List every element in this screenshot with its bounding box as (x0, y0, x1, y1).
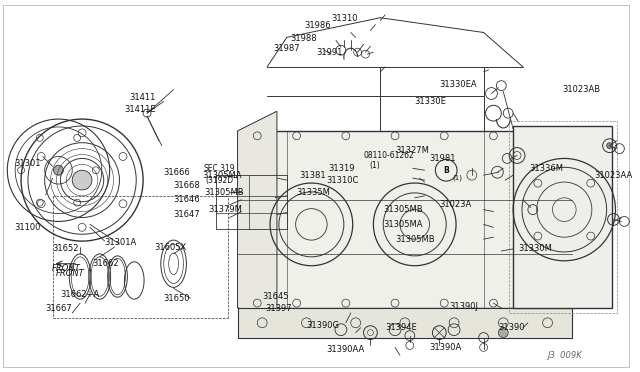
Text: 31605X: 31605X (154, 243, 186, 251)
Polygon shape (237, 308, 572, 337)
Text: (1): (1) (369, 161, 380, 170)
Text: 31390G: 31390G (307, 321, 339, 330)
Text: 31023AB: 31023AB (563, 85, 600, 94)
Text: 31981: 31981 (429, 154, 456, 163)
Text: FRONT: FRONT (52, 264, 81, 273)
Text: 08110-61262: 08110-61262 (364, 151, 414, 160)
Text: 31335M: 31335M (296, 188, 330, 198)
Text: 31319: 31319 (328, 164, 355, 173)
Text: 31023AA: 31023AA (594, 171, 632, 180)
Text: 31301A: 31301A (105, 238, 137, 247)
Polygon shape (237, 111, 277, 313)
Text: 31411E: 31411E (124, 105, 156, 114)
Text: 31327M: 31327M (395, 146, 429, 155)
Circle shape (499, 328, 508, 337)
Text: 31647: 31647 (173, 210, 200, 219)
Text: 31662+A: 31662+A (60, 290, 100, 299)
Text: 31305MB: 31305MB (383, 205, 423, 214)
Text: 31390J: 31390J (449, 302, 478, 311)
Text: 31023A: 31023A (439, 200, 472, 209)
Text: 31305MA: 31305MA (383, 220, 423, 229)
Text: 31988: 31988 (291, 34, 317, 43)
Circle shape (72, 170, 92, 190)
Text: (1): (1) (452, 175, 462, 182)
Text: 31379M: 31379M (208, 205, 242, 214)
Text: SEC.319: SEC.319 (203, 164, 235, 173)
Text: 31987: 31987 (273, 44, 300, 53)
Bar (513, 126, 612, 308)
Text: 31381: 31381 (300, 171, 326, 180)
Text: 31305MB: 31305MB (204, 188, 244, 198)
Circle shape (607, 143, 612, 148)
Text: 31305MA: 31305MA (202, 171, 242, 180)
Text: 31397: 31397 (265, 304, 292, 312)
Text: 31336M: 31336M (529, 164, 563, 173)
Text: (3192D: (3192D (205, 176, 233, 185)
Text: 31991: 31991 (316, 48, 342, 57)
Text: 31330M: 31330M (518, 244, 552, 253)
Text: 31652: 31652 (52, 244, 79, 253)
Text: 31305MB: 31305MB (395, 235, 435, 244)
Text: 31666: 31666 (164, 168, 191, 177)
Text: 31667: 31667 (45, 304, 72, 312)
Text: 31310: 31310 (331, 14, 358, 23)
Text: 31390AA: 31390AA (326, 345, 364, 354)
Text: 31662: 31662 (92, 259, 118, 268)
Text: B: B (444, 166, 449, 175)
Text: 31646: 31646 (173, 195, 200, 204)
Text: 31394E: 31394E (385, 323, 417, 332)
Bar (509, 121, 618, 313)
Text: J3  009K: J3 009K (548, 351, 582, 360)
Circle shape (54, 165, 63, 175)
Text: 31330EA: 31330EA (439, 80, 477, 89)
Text: 31100: 31100 (14, 223, 40, 232)
Text: 31645: 31645 (262, 292, 289, 301)
Text: 31986: 31986 (305, 21, 331, 30)
Polygon shape (237, 131, 572, 308)
Text: 31668: 31668 (173, 180, 200, 189)
Text: 31301: 31301 (14, 159, 41, 168)
Text: 31390: 31390 (499, 323, 525, 332)
Text: 31310C: 31310C (326, 176, 358, 185)
Text: 31390A: 31390A (429, 343, 461, 352)
Text: 31650: 31650 (164, 294, 190, 303)
Text: 31330E: 31330E (415, 97, 447, 106)
Text: 31411: 31411 (129, 93, 156, 102)
Text: FRONT: FRONT (56, 269, 84, 278)
